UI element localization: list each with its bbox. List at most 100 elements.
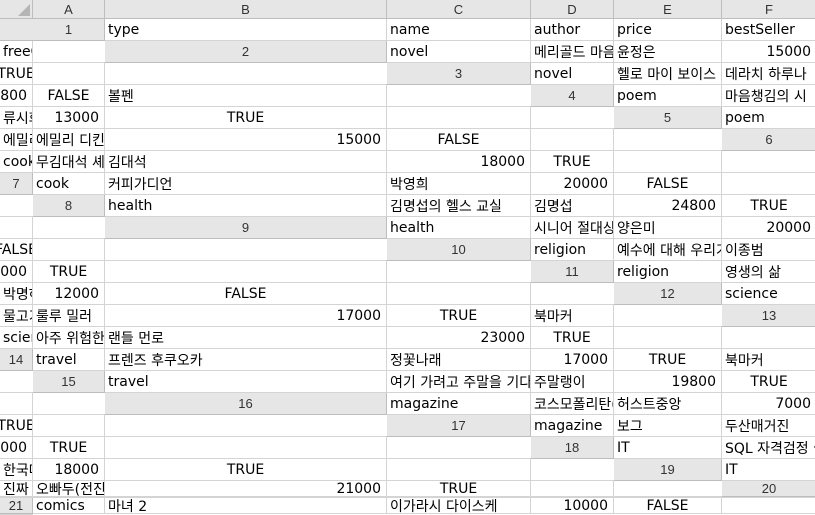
row-header-9[interactable]: 9 — [105, 217, 387, 239]
cell-d2[interactable]: 15000 — [722, 41, 815, 63]
cell-c10[interactable]: 이종범 — [722, 239, 815, 261]
cell-b19[interactable]: 진짜 쓰는 실무 엑셀 — [0, 481, 33, 497]
cell-b3[interactable]: 헬로 마이 보이스 — [614, 63, 722, 85]
cell-f1[interactable]: freeGift — [0, 41, 33, 63]
row-header-11[interactable]: 11 — [531, 261, 614, 283]
cell-d19[interactable]: 21000 — [105, 481, 387, 497]
cell-b18[interactable]: SQL 자격검정 실전문제 — [722, 437, 815, 459]
cell-a8[interactable]: health — [105, 195, 387, 217]
row-header-17[interactable]: 17 — [387, 415, 531, 437]
cell-f16[interactable] — [33, 415, 105, 437]
cell-d15[interactable]: 19800 — [614, 371, 722, 393]
cell-b4[interactable]: 마음챙김의 시 — [722, 85, 815, 107]
cell-c1[interactable]: author — [531, 19, 614, 41]
row-header-1[interactable]: 1 — [33, 19, 105, 41]
cell-overflow-4[interactable] — [531, 107, 614, 129]
cell-a1[interactable]: type — [105, 19, 387, 41]
cell-e1[interactable]: bestSeller — [722, 19, 815, 41]
cell-b17[interactable]: 보그 — [614, 415, 722, 437]
cell-c6[interactable]: 김대석 — [105, 151, 387, 173]
cell-d1[interactable]: price — [614, 19, 722, 41]
row-header-19[interactable]: 19 — [614, 459, 722, 481]
cell-f7[interactable] — [722, 173, 815, 195]
cell-b21[interactable]: 마녀 2 — [105, 498, 387, 514]
cell-overflow-11[interactable] — [531, 283, 614, 305]
cell-overflow-13[interactable] — [722, 327, 815, 349]
cell-b14[interactable]: 프렌즈 후쿠오카 — [105, 349, 387, 371]
cell-b8[interactable]: 김명섭의 헬스 교실 — [387, 195, 531, 217]
cell-b6[interactable]: 무김대석 셰프의 집밥 레시피 — [33, 151, 105, 173]
cell-e8[interactable]: TRUE — [722, 195, 815, 217]
row-header-5[interactable]: 5 — [614, 107, 722, 129]
cell-d9[interactable]: 20000 — [722, 217, 815, 239]
cell-e12[interactable]: TRUE — [387, 305, 531, 327]
cell-a18[interactable]: IT — [614, 437, 722, 459]
column-header-b[interactable]: B — [105, 0, 387, 19]
cell-e10[interactable]: TRUE — [33, 261, 105, 283]
cell-a19[interactable]: IT — [722, 459, 815, 481]
cell-e9[interactable]: FALSE — [0, 239, 33, 261]
cell-overflow-10[interactable] — [387, 261, 531, 283]
row-header-13[interactable]: 13 — [722, 305, 815, 327]
row-header-12[interactable]: 12 — [614, 283, 722, 305]
column-header-c[interactable]: C — [387, 0, 531, 19]
cell-a13[interactable]: science — [0, 327, 33, 349]
cell-f21[interactable] — [722, 498, 815, 514]
row-header-18[interactable]: 18 — [531, 437, 614, 459]
cell-c14[interactable]: 정꽃나래 — [387, 349, 531, 371]
cell-c13[interactable]: 랜들 먼로 — [105, 327, 387, 349]
cell-f9[interactable] — [33, 239, 105, 261]
cell-f5[interactable] — [531, 129, 614, 151]
cell-c4[interactable]: 류시화 — [0, 107, 33, 129]
row-header-2[interactable]: 2 — [105, 41, 387, 63]
cell-b15[interactable]: 여기 가려고 주말을 기다렸어 — [387, 371, 531, 393]
cell-f18[interactable] — [387, 459, 531, 481]
cell-b2[interactable]: 메리골드 마음 세탁소 — [531, 41, 614, 63]
cell-a12[interactable]: science — [722, 283, 815, 305]
cell-overflow-16[interactable] — [105, 415, 387, 437]
cell-e7[interactable]: FALSE — [614, 173, 722, 195]
row-header-20[interactable]: 20 — [722, 481, 815, 497]
cell-c9[interactable]: 양은미 — [614, 217, 722, 239]
cell-d12[interactable]: 17000 — [105, 305, 387, 327]
cell-a7[interactable]: cook — [33, 173, 105, 195]
cell-e11[interactable]: FALSE — [105, 283, 387, 305]
cell-f6[interactable] — [614, 151, 722, 173]
cell-c18[interactable]: 한국데이터진흥원 — [0, 459, 33, 481]
cell-d7[interactable]: 20000 — [531, 173, 614, 195]
cell-d18[interactable]: 18000 — [33, 459, 105, 481]
cell-b16[interactable]: 코스모폴리탄(2023년 6월호) — [531, 393, 614, 415]
cell-f12[interactable]: 북마커 — [531, 305, 614, 327]
cell-e3[interactable]: FALSE — [33, 85, 105, 107]
row-header-6[interactable]: 6 — [722, 129, 815, 151]
cell-b7[interactable]: 커피가디언 — [105, 173, 387, 195]
cell-a10[interactable]: religion — [531, 239, 614, 261]
cell-e15[interactable]: TRUE — [722, 371, 815, 393]
cell-overflow-14[interactable] — [0, 371, 33, 393]
cell-f19[interactable] — [531, 481, 614, 497]
cell-c2[interactable]: 윤정은 — [614, 41, 722, 63]
cell-e14[interactable]: TRUE — [614, 349, 722, 371]
cell-b11[interactable]: 영생의 삶 — [722, 261, 815, 283]
cell-f4[interactable] — [387, 107, 531, 129]
cell-f17[interactable] — [105, 437, 387, 459]
cell-c3[interactable]: 데라치 하루나 — [722, 63, 815, 85]
cell-a11[interactable]: religion — [614, 261, 722, 283]
cell-d17[interactable]: 12000 — [0, 437, 33, 459]
row-header-10[interactable]: 10 — [387, 239, 531, 261]
cell-d16[interactable]: 7000 — [722, 393, 815, 415]
cell-f15[interactable] — [0, 393, 33, 415]
cell-f10[interactable] — [105, 261, 387, 283]
cell-c15[interactable]: 주말랭이 — [531, 371, 614, 393]
cell-c12[interactable]: 룰루 밀러 — [33, 305, 105, 327]
cell-overflow-7[interactable] — [0, 195, 33, 217]
cell-d11[interactable]: 12000 — [33, 283, 105, 305]
cell-b9[interactable]: 시니어 절대상식 — [531, 217, 614, 239]
cell-d14[interactable]: 17000 — [531, 349, 614, 371]
row-header-3[interactable]: 3 — [387, 63, 531, 85]
cell-e5[interactable]: FALSE — [387, 129, 531, 151]
cell-e17[interactable]: TRUE — [33, 437, 105, 459]
cell-b5[interactable]: 에밀리 디킨슨 시 선집 — [0, 129, 33, 151]
cell-a21[interactable]: comics — [33, 498, 105, 514]
cell-c17[interactable]: 두산매거진 — [722, 415, 815, 437]
